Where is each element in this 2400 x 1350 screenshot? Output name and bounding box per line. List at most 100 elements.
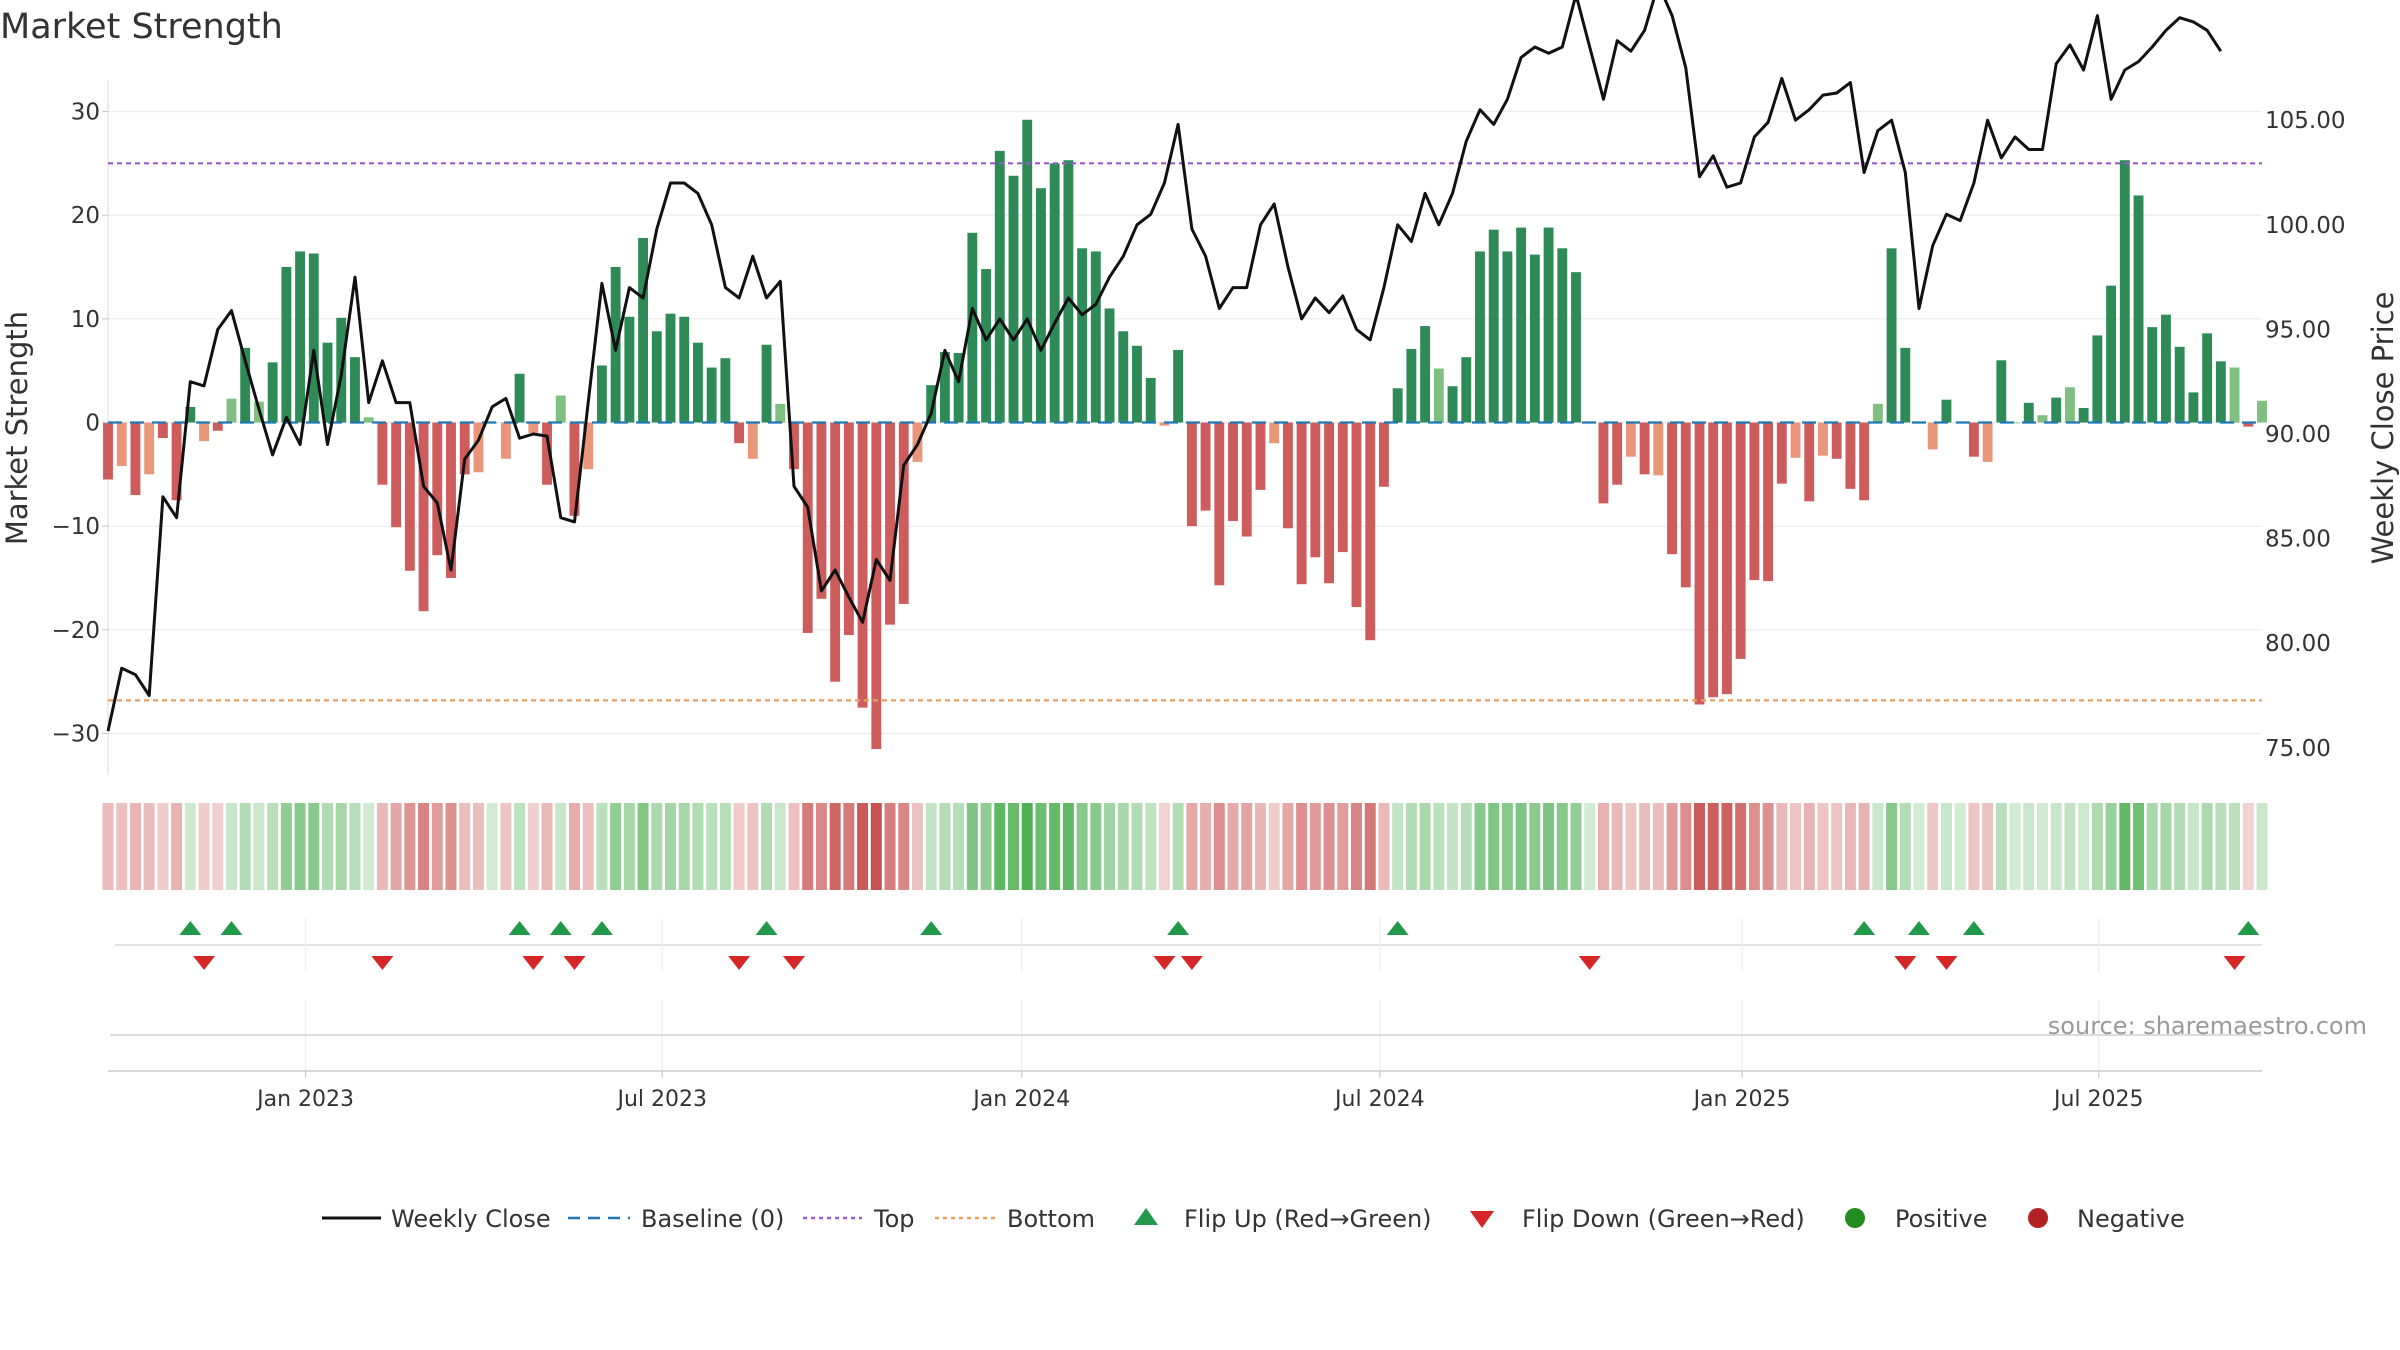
heat-cell bbox=[1680, 803, 1692, 890]
heat-cell bbox=[884, 803, 896, 890]
right-axis-ticks: 105.00 100.00 95.00 90.00 85.00 80.00 75.00 bbox=[2265, 108, 2345, 762]
legend-label: Top bbox=[873, 1205, 915, 1233]
heat-cell bbox=[157, 803, 169, 890]
heat-cell bbox=[815, 803, 827, 890]
strength-bar bbox=[1324, 422, 1334, 584]
heat-cell bbox=[1035, 803, 1047, 890]
heat-cell bbox=[1213, 803, 1225, 890]
strength-bar bbox=[1214, 422, 1225, 586]
strength-bar bbox=[391, 422, 402, 528]
heat-cell bbox=[1090, 803, 1102, 890]
strength-bar bbox=[1008, 175, 1019, 423]
strength-bar bbox=[2133, 195, 2144, 423]
heat-cell bbox=[2036, 803, 2048, 890]
strength-bar bbox=[926, 385, 937, 423]
strength-bar bbox=[1818, 422, 1828, 456]
heat-cell bbox=[102, 803, 114, 890]
heat-cell bbox=[2064, 803, 2076, 890]
heat-cell bbox=[1886, 803, 1898, 890]
heat-cell bbox=[733, 803, 745, 890]
heat-cell bbox=[829, 803, 841, 890]
heat-cell bbox=[843, 803, 855, 890]
strength-bar bbox=[103, 422, 113, 480]
heat-cell bbox=[184, 803, 196, 890]
heat-cell bbox=[239, 803, 251, 890]
flip-up-marker bbox=[549, 921, 572, 935]
heat-cell bbox=[898, 803, 910, 890]
heat-cell bbox=[1652, 803, 1664, 890]
heat-cell bbox=[1186, 803, 1198, 890]
heat-cell bbox=[1556, 803, 1568, 890]
heat-cell bbox=[1378, 803, 1390, 890]
strength-bar bbox=[747, 422, 758, 459]
strength-bar bbox=[624, 316, 635, 423]
heat-cell bbox=[1488, 803, 1500, 890]
strength-bar bbox=[1694, 422, 1705, 705]
heat-cell bbox=[719, 803, 731, 890]
strength-bar bbox=[1804, 422, 1815, 502]
strength-bar bbox=[555, 395, 566, 423]
strength-bar bbox=[418, 422, 429, 612]
heat-cell bbox=[939, 803, 951, 890]
flip-up-marker bbox=[1962, 921, 1985, 935]
left-tick-label: −10 bbox=[51, 514, 100, 540]
flip-down-marker bbox=[728, 956, 751, 970]
strength-bar bbox=[2174, 346, 2185, 423]
heat-cell bbox=[212, 803, 224, 890]
heat-cell bbox=[2215, 803, 2227, 890]
heat-cell bbox=[1913, 803, 1925, 890]
flip-down-marker bbox=[193, 956, 216, 970]
strength-bar bbox=[2257, 400, 2267, 423]
strength-bar bbox=[1735, 422, 1746, 659]
heat-cell bbox=[774, 803, 786, 890]
legend-label: Weekly Close bbox=[391, 1205, 551, 1233]
strength-bar bbox=[171, 422, 182, 501]
legend-label: Flip Up (Red→Green) bbox=[1184, 1205, 1432, 1233]
heat-cell bbox=[294, 803, 306, 890]
strength-bar bbox=[1447, 386, 1458, 423]
heat-cell bbox=[2146, 803, 2158, 890]
heat-cell bbox=[171, 803, 183, 890]
heat-cell bbox=[116, 803, 128, 890]
flip-up-marker bbox=[920, 921, 943, 935]
right-tick-label: 85.00 bbox=[2265, 527, 2331, 553]
right-tick-label: 90.00 bbox=[2265, 422, 2331, 448]
heat-cell bbox=[459, 803, 471, 890]
strength-bar bbox=[994, 150, 1005, 423]
strength-bar bbox=[2161, 314, 2171, 423]
left-tick-label: 20 bbox=[71, 203, 100, 229]
heat-cell bbox=[404, 803, 416, 890]
strength-bar bbox=[1900, 347, 1911, 423]
heat-cell bbox=[1008, 803, 1019, 890]
strength-bar bbox=[157, 422, 168, 439]
heat-cell bbox=[1296, 803, 1308, 890]
strength-bar bbox=[2106, 285, 2117, 423]
heat-cell bbox=[1584, 803, 1596, 890]
strength-bar bbox=[802, 422, 813, 633]
strength-bar bbox=[651, 331, 662, 423]
heat-cell bbox=[1460, 803, 1472, 890]
x-axis-ticks: Jan 2023 Jul 2023 Jan 2024 Jul 2024 Jan 2025… bbox=[255, 1071, 2144, 1112]
strength-bar bbox=[1680, 422, 1691, 588]
heat-cell bbox=[966, 803, 978, 890]
strength-bar bbox=[761, 344, 772, 423]
strength-bar bbox=[377, 422, 388, 485]
strength-bar bbox=[1982, 422, 1993, 462]
strength-bar bbox=[500, 422, 511, 459]
strength-bar bbox=[1282, 422, 1293, 529]
heat-cell bbox=[761, 803, 773, 890]
strength-bar bbox=[1653, 422, 1664, 476]
strength-bar bbox=[1173, 349, 1184, 423]
strength-bar bbox=[2147, 327, 2158, 423]
strength-bar bbox=[1872, 403, 1883, 423]
strength-bar bbox=[212, 422, 223, 431]
strength-bar bbox=[665, 313, 676, 423]
heat-cell bbox=[541, 803, 553, 890]
flip-down-marker bbox=[522, 956, 545, 970]
flip-down-marker bbox=[563, 956, 586, 970]
heat-cell bbox=[1803, 803, 1815, 890]
strength-bar bbox=[240, 347, 251, 423]
chart-title: Market Strength bbox=[0, 7, 283, 47]
heat-cell bbox=[678, 803, 690, 890]
strength-bar bbox=[116, 422, 127, 467]
